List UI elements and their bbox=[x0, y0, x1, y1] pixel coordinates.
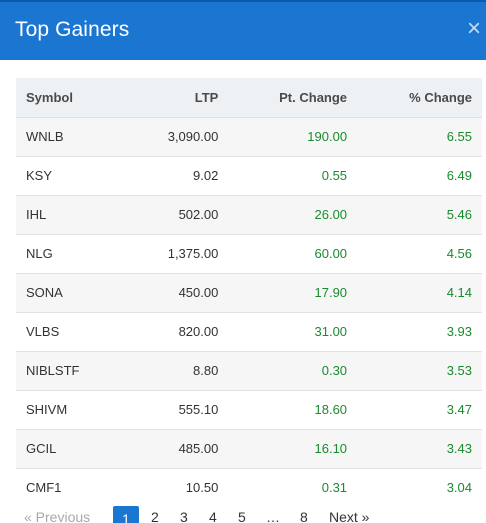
table-row: NIBLSTF 8.80 0.30 3.53 bbox=[16, 350, 482, 390]
column-header-ltp[interactable]: LTP bbox=[122, 78, 229, 118]
cell-pt-change: 190.00 bbox=[228, 116, 358, 156]
gainers-table: Symbol LTP Pt. Change % Change WNLB 3,09… bbox=[16, 78, 482, 507]
cell-ltp: 820.00 bbox=[122, 311, 229, 351]
modal-title: Top Gainers bbox=[15, 18, 130, 41]
cell-pt-change: 0.30 bbox=[228, 350, 358, 390]
cell-ltp: 9.02 bbox=[122, 155, 229, 195]
column-header-pt-change[interactable]: Pt. Change bbox=[228, 78, 358, 118]
cell-ltp: 10.50 bbox=[122, 467, 229, 507]
cell-symbol[interactable]: SHIVM bbox=[16, 389, 123, 429]
cell-pt-change: 17.90 bbox=[228, 272, 358, 312]
pagination-page-3[interactable]: 3 bbox=[180, 509, 188, 523]
cell-ltp: 485.00 bbox=[122, 428, 229, 468]
cell-pt-change: 60.00 bbox=[228, 233, 358, 273]
cell-symbol[interactable]: IHL bbox=[16, 194, 123, 234]
pagination-page-8[interactable]: 8 bbox=[300, 509, 308, 523]
table-row: KSY 9.02 0.55 6.49 bbox=[16, 155, 482, 195]
cell-pct-change: 6.55 bbox=[357, 116, 482, 156]
cell-pct-change: 6.49 bbox=[357, 155, 482, 195]
pagination-page-5[interactable]: 5 bbox=[238, 509, 246, 523]
cell-ltp: 3,090.00 bbox=[122, 116, 229, 156]
cell-ltp: 8.80 bbox=[122, 350, 229, 390]
cell-pt-change: 0.55 bbox=[228, 155, 358, 195]
pagination-next[interactable]: Next » bbox=[329, 509, 370, 523]
cell-symbol[interactable]: KSY bbox=[16, 155, 123, 195]
cell-symbol[interactable]: GCIL bbox=[16, 428, 123, 468]
cell-symbol[interactable]: WNLB bbox=[16, 116, 123, 156]
pagination-previous: « Previous bbox=[24, 509, 91, 523]
table-row: SONA 450.00 17.90 4.14 bbox=[16, 272, 482, 312]
pagination-page-1-active[interactable]: 1 bbox=[113, 506, 139, 523]
cell-pt-change: 26.00 bbox=[228, 194, 358, 234]
cell-symbol[interactable]: NLG bbox=[16, 233, 123, 273]
pagination-page-2[interactable]: 2 bbox=[151, 509, 159, 523]
cell-ltp: 502.00 bbox=[122, 194, 229, 234]
cell-pct-change: 5.46 bbox=[357, 194, 482, 234]
cell-pt-change: 18.60 bbox=[228, 389, 358, 429]
cell-ltp: 555.10 bbox=[122, 389, 229, 429]
table-row: GCIL 485.00 16.10 3.43 bbox=[16, 428, 482, 468]
cell-symbol[interactable]: SONA bbox=[16, 272, 123, 312]
table-row: IHL 502.00 26.00 5.46 bbox=[16, 194, 482, 234]
cell-pct-change: 3.47 bbox=[357, 389, 482, 429]
close-icon[interactable]: × bbox=[466, 15, 481, 42]
gainers-table-container: Symbol LTP Pt. Change % Change WNLB 3,09… bbox=[16, 78, 482, 507]
column-header-symbol[interactable]: Symbol bbox=[16, 78, 123, 118]
cell-symbol[interactable]: VLBS bbox=[16, 311, 123, 351]
cell-ltp: 450.00 bbox=[122, 272, 229, 312]
table-row: SHIVM 555.10 18.60 3.47 bbox=[16, 389, 482, 429]
cell-ltp: 1,375.00 bbox=[122, 233, 229, 273]
cell-pct-change: 4.14 bbox=[357, 272, 482, 312]
cell-pt-change: 0.31 bbox=[228, 467, 358, 507]
cell-pt-change: 31.00 bbox=[228, 311, 358, 351]
cell-pt-change: 16.10 bbox=[228, 428, 358, 468]
cell-symbol[interactable]: NIBLSTF bbox=[16, 350, 123, 390]
cell-pct-change: 3.53 bbox=[357, 350, 482, 390]
cell-pct-change: 3.04 bbox=[357, 467, 482, 507]
pagination-page-4[interactable]: 4 bbox=[209, 509, 217, 523]
modal-header: Top Gainers × bbox=[0, 0, 486, 60]
table-row: CMF1 10.50 0.31 3.04 bbox=[16, 467, 482, 507]
cell-pct-change: 4.56 bbox=[357, 233, 482, 273]
pagination-ellipsis: … bbox=[266, 509, 280, 523]
table-row: WNLB 3,090.00 190.00 6.55 bbox=[16, 116, 482, 156]
table-row: NLG 1,375.00 60.00 4.56 bbox=[16, 233, 482, 273]
column-header-pct-change[interactable]: % Change bbox=[357, 78, 482, 118]
cell-pct-change: 3.43 bbox=[357, 428, 482, 468]
table-header-row: Symbol LTP Pt. Change % Change bbox=[16, 78, 482, 118]
cell-symbol[interactable]: CMF1 bbox=[16, 467, 123, 507]
cell-pct-change: 3.93 bbox=[357, 311, 482, 351]
table-row: VLBS 820.00 31.00 3.93 bbox=[16, 311, 482, 351]
